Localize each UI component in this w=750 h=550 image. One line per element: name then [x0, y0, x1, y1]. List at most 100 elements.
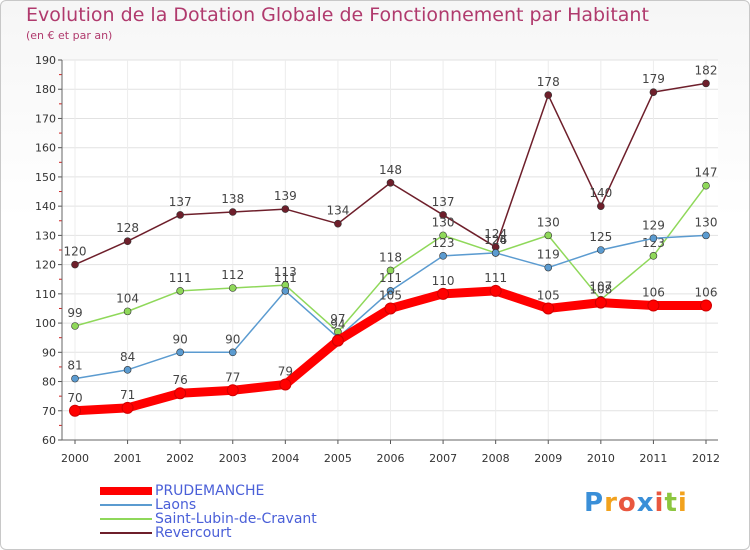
data-label-revercourt: 124: [484, 227, 507, 241]
logo-letter: i: [654, 488, 665, 518]
data-label-prudemanche: 106: [695, 286, 718, 300]
data-point-prudemanche: [174, 387, 187, 400]
data-label-revercourt: 137: [432, 195, 455, 209]
legend-item-laons: Laons: [100, 498, 317, 512]
data-label-saint-lubin-de-cravant: 99: [67, 306, 82, 320]
legend-item-saint-lubin-de-cravant: Saint-Lubin-de-Cravant: [100, 512, 317, 526]
y-tick-label: 150: [35, 171, 56, 184]
legend-item-prudemanche: PRUDEMANCHE: [100, 484, 317, 498]
y-tick-label: 130: [35, 229, 56, 242]
y-tick-label: 60: [42, 434, 56, 447]
data-label-laons: 119: [537, 248, 560, 262]
data-label-revercourt: 120: [64, 245, 87, 259]
x-tick-label: 2008: [482, 452, 510, 465]
data-point-prudemanche: [384, 302, 397, 315]
data-label-laons: 129: [642, 218, 665, 232]
data-label-laons: 84: [120, 350, 135, 364]
data-point-prudemanche: [594, 296, 607, 309]
y-tick-label: 110: [35, 288, 56, 301]
data-point-saint-lubin-de-cravant: [386, 266, 395, 275]
y-tick-label: 70: [42, 405, 56, 418]
data-label-saint-lubin-de-cravant: 147: [695, 166, 718, 180]
data-label-revercourt: 178: [537, 75, 560, 89]
logo-letter: x: [636, 488, 655, 518]
data-point-prudemanche: [226, 384, 239, 397]
data-point-laons: [702, 231, 710, 240]
line-chart: 60 70 80 90 100 110 120 130 140 150 160 170 180 190 20…: [35, 54, 720, 465]
data-point-revercourt: [597, 202, 605, 210]
data-label-revercourt: 182: [695, 63, 718, 77]
data-label-saint-lubin-de-cravant: 130: [432, 215, 455, 229]
data-point-laons: [123, 366, 132, 374]
data-point-revercourt: [123, 237, 132, 246]
data-point-saint-lubin-de-cravant: [439, 231, 447, 240]
data-label-saint-lubin-de-cravant: 113: [274, 265, 297, 279]
data-point-prudemanche: [700, 299, 712, 312]
legend-swatch: [100, 487, 152, 495]
data-point-laons: [597, 246, 605, 254]
data-label-laons: 124: [484, 233, 507, 247]
y-tick-label: 140: [35, 200, 56, 213]
data-point-prudemanche: [279, 378, 292, 391]
data-label-laons: 123: [432, 236, 455, 250]
y-tick-label: 190: [35, 54, 56, 67]
data-label-saint-lubin-de-cravant: 111: [169, 271, 192, 285]
legend-item-revercourt: Revercourt: [100, 526, 317, 540]
data-label-prudemanche: 79: [278, 364, 293, 378]
data-point-revercourt: [176, 211, 184, 219]
chart-title: Evolution de la Dotation Globale de Fonc…: [26, 4, 649, 26]
x-tick-label: 2006: [377, 452, 405, 465]
data-point-laons: [491, 249, 500, 257]
data-label-saint-lubin-de-cravant: 130: [537, 215, 560, 229]
x-tick-label: 2009: [534, 452, 562, 465]
y-tick-label: 120: [35, 259, 56, 272]
data-label-revercourt: 128: [116, 221, 139, 235]
data-label-prudemanche: 76: [173, 373, 188, 387]
data-label-prudemanche: 77: [225, 370, 240, 384]
data-point-laons: [228, 348, 237, 357]
logo-letter: P: [584, 488, 605, 518]
legend: PRUDEMANCHE Laons Saint-Lubin-de-Cravant Re…: [100, 484, 317, 540]
data-label-revercourt: 179: [642, 72, 665, 86]
data-point-prudemanche: [69, 404, 81, 417]
x-tick-label: 2012: [692, 452, 720, 465]
x-tick-label: 2010: [587, 452, 615, 465]
x-tick-label: 2007: [429, 452, 457, 465]
data-label-prudemanche: 106: [642, 286, 665, 300]
data-label-prudemanche: 108: [589, 283, 612, 297]
x-tick-label: 2001: [114, 452, 142, 465]
data-label-prudemanche: 71: [120, 388, 135, 402]
data-label-revercourt: 137: [169, 195, 192, 209]
data-point-revercourt: [334, 219, 342, 228]
data-point-prudemanche: [437, 287, 450, 300]
data-label-prudemanche: 105: [537, 288, 560, 302]
data-point-laons: [439, 252, 447, 260]
data-label-saint-lubin-de-cravant: 112: [221, 268, 244, 282]
data-point-revercourt: [702, 79, 710, 88]
legend-swatch: [100, 518, 152, 520]
data-point-saint-lubin-de-cravant: [702, 181, 710, 190]
data-point-saint-lubin-de-cravant: [176, 287, 184, 295]
chart-subtitle: (en € et par an): [26, 29, 113, 42]
data-label-laons: 125: [589, 230, 612, 244]
data-point-revercourt: [281, 205, 290, 213]
data-label-prudemanche: 105: [379, 288, 402, 302]
data-point-revercourt: [544, 91, 553, 99]
data-label-saint-lubin-de-cravant: 118: [379, 250, 402, 264]
y-tick-label: 170: [35, 112, 56, 125]
data-label-revercourt: 134: [326, 204, 349, 218]
data-point-laons: [544, 263, 553, 272]
y-tick-label: 80: [42, 376, 56, 389]
data-point-laons: [649, 234, 658, 243]
legend-label: Saint-Lubin-de-Cravant: [155, 511, 317, 527]
logo-letter: o: [617, 488, 637, 518]
x-tick-label: 2005: [324, 452, 352, 465]
data-label-laons: 90: [225, 332, 240, 346]
data-point-prudemanche: [331, 334, 344, 347]
data-label-revercourt: 139: [274, 189, 297, 203]
y-tick-label: 180: [35, 83, 56, 96]
data-point-saint-lubin-de-cravant: [123, 307, 132, 316]
data-point-saint-lubin-de-cravant: [649, 252, 658, 260]
data-label-prudemanche: 110: [432, 274, 455, 288]
data-label-laons: 90: [173, 332, 188, 346]
